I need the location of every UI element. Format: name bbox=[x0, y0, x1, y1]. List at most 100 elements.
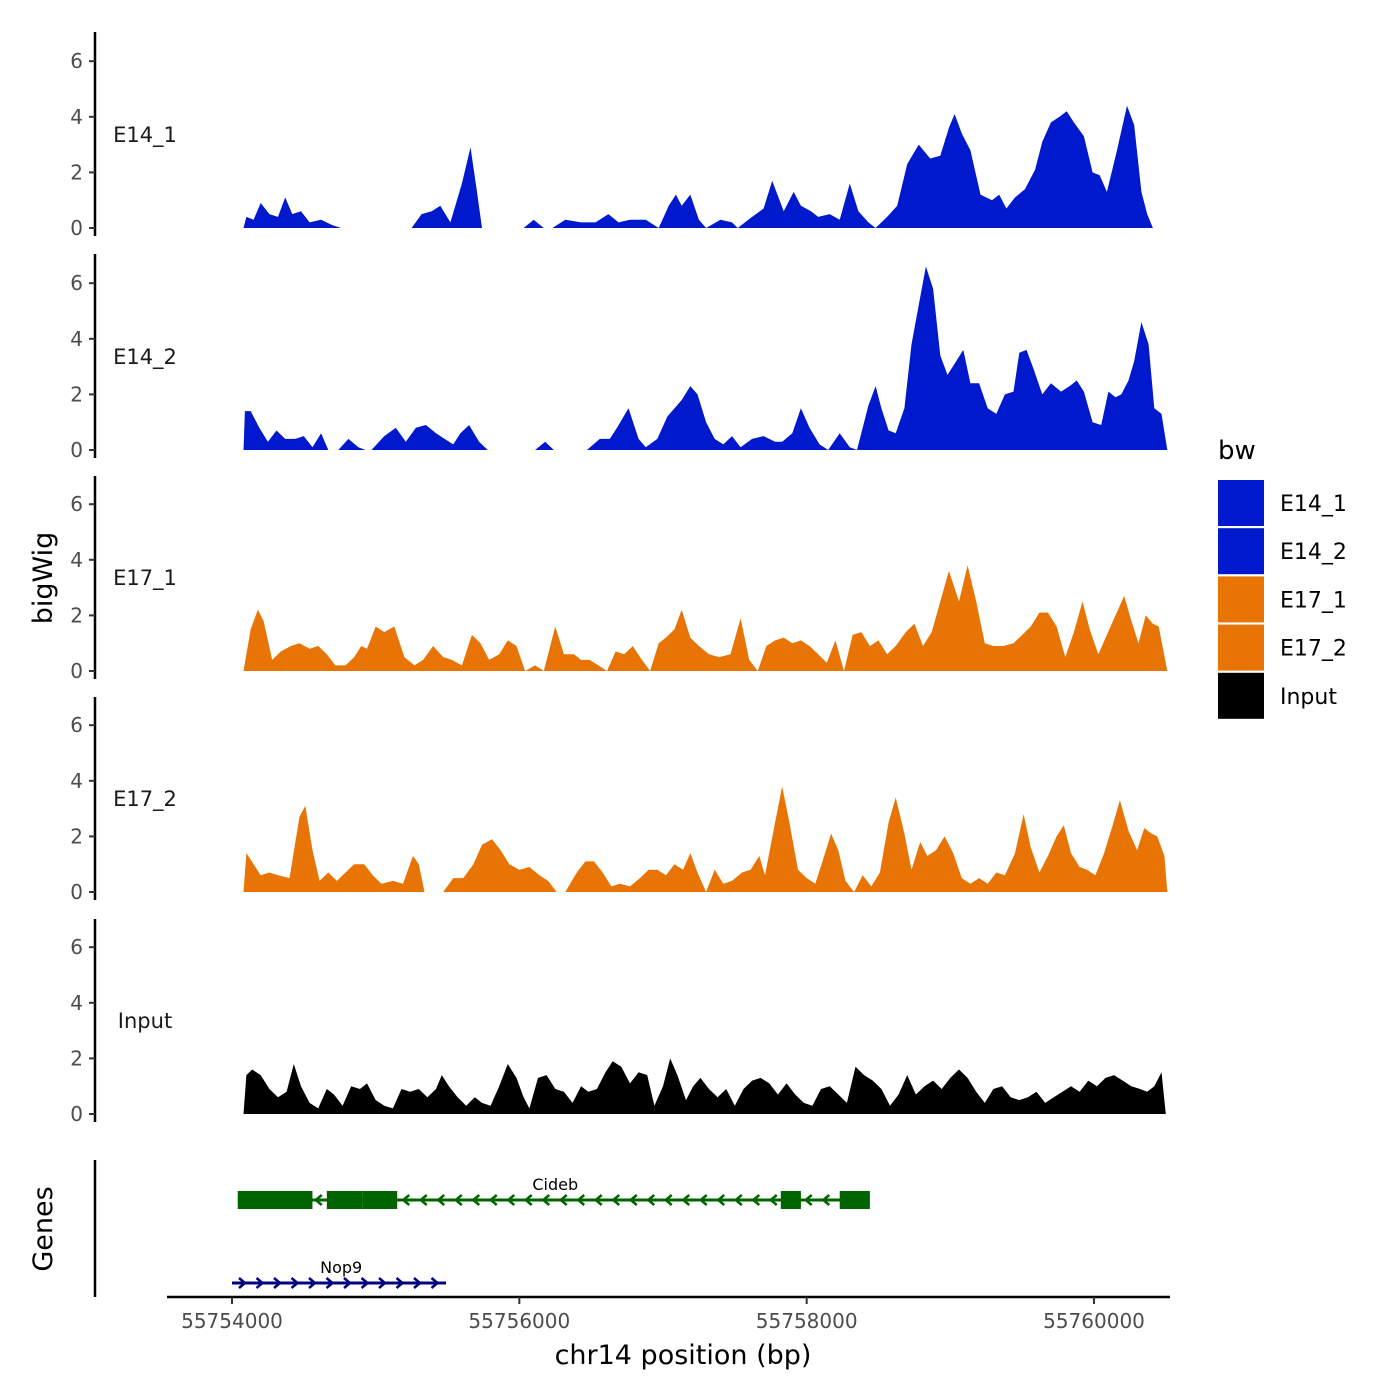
strand-chevron bbox=[238, 1277, 247, 1289]
strand-chevron bbox=[395, 1277, 405, 1289]
strand-chevron bbox=[413, 1277, 422, 1289]
y-tick-label: 6 bbox=[70, 271, 83, 295]
strand-chevron bbox=[313, 1194, 323, 1206]
strand-chevron bbox=[611, 1194, 621, 1206]
track-label: Input bbox=[118, 1009, 172, 1033]
strand-chevron bbox=[308, 1277, 317, 1289]
legend-entry-e17-2: E17_2 bbox=[1218, 624, 1347, 671]
signal-area bbox=[523, 219, 544, 228]
legend-label: E14_2 bbox=[1280, 540, 1347, 565]
track-label: E17_2 bbox=[113, 787, 177, 812]
y-tick-label: 2 bbox=[70, 382, 83, 406]
gene-label: Nop9 bbox=[320, 1258, 362, 1277]
signal-area bbox=[586, 266, 1168, 450]
strand-chevron bbox=[733, 1194, 743, 1206]
track-panel-e17-1: 0 2 4 6 E17_1 bbox=[70, 476, 1168, 683]
track-panel-e17-2: 0 2 4 6 E17_2 bbox=[70, 697, 1168, 904]
strand-chevron bbox=[768, 1194, 778, 1206]
track-label: E14_2 bbox=[113, 345, 177, 370]
signal-area bbox=[243, 805, 425, 892]
x-tick-label: 55756000 bbox=[468, 1309, 570, 1333]
strand-chevron bbox=[576, 1194, 586, 1206]
strand-chevron bbox=[821, 1194, 831, 1206]
strand-chevron bbox=[360, 1277, 370, 1289]
y-tick-label: 4 bbox=[70, 548, 83, 572]
y-tick-label: 4 bbox=[70, 769, 83, 793]
exon bbox=[362, 1191, 398, 1209]
strand-chevron bbox=[273, 1277, 282, 1289]
y-tick-label: 6 bbox=[70, 492, 83, 516]
y-tick-label: 2 bbox=[70, 1046, 83, 1070]
y-tick-label: 4 bbox=[70, 327, 83, 351]
strand-chevron bbox=[751, 1194, 761, 1206]
signal-area bbox=[243, 411, 329, 450]
strand-chevron bbox=[343, 1277, 352, 1289]
legend-entry-e14-1: E14_1 bbox=[1218, 480, 1347, 526]
y-tick-label: 0 bbox=[70, 880, 83, 904]
legend-swatch bbox=[1218, 624, 1264, 671]
legend-label: E17_1 bbox=[1280, 588, 1347, 613]
legend-title: bw bbox=[1218, 436, 1256, 466]
strand-chevron bbox=[325, 1277, 335, 1289]
signal-area bbox=[443, 839, 557, 892]
x-tick-label: 55760000 bbox=[1043, 1309, 1145, 1333]
signal-area bbox=[338, 438, 366, 450]
exon bbox=[326, 1191, 363, 1209]
strand-chevron bbox=[803, 1194, 813, 1206]
exon bbox=[780, 1191, 801, 1209]
y-tick-label: 6 bbox=[70, 935, 83, 959]
legend-swatch bbox=[1218, 672, 1264, 719]
y-tick-label: 0 bbox=[70, 216, 83, 240]
y-tick-label: 6 bbox=[70, 713, 83, 737]
y-tick-label: 6 bbox=[70, 49, 83, 73]
legend-entry-input: Input bbox=[1218, 672, 1337, 719]
gene-nop9: Nop9 bbox=[232, 1258, 447, 1289]
x-tick-label: 55754000 bbox=[181, 1309, 283, 1333]
gene-track-title: Genes bbox=[28, 1186, 59, 1271]
y-tick-label: 4 bbox=[70, 991, 83, 1015]
y-tick-label: 2 bbox=[70, 160, 83, 184]
strand-chevron bbox=[401, 1194, 411, 1206]
legend-swatch bbox=[1218, 480, 1264, 526]
track-panel-e14-1: 0 2 4 6 E14_1 bbox=[70, 32, 1153, 240]
strand-chevron bbox=[255, 1277, 265, 1289]
exon bbox=[237, 1191, 313, 1209]
strand-chevron bbox=[593, 1194, 603, 1206]
signal-area bbox=[243, 197, 342, 228]
x-axis: 55754000 55756000 55758000 55760000 bbox=[167, 1295, 1170, 1333]
strand-chevron bbox=[523, 1194, 533, 1206]
strand-chevron bbox=[290, 1277, 300, 1289]
x-axis-title: chr14 position (bp) bbox=[555, 1340, 812, 1371]
strand-chevron bbox=[506, 1194, 516, 1206]
y-tick-label: 0 bbox=[70, 659, 83, 683]
y-tick-label: 2 bbox=[70, 603, 83, 627]
signal-area bbox=[243, 1058, 1166, 1114]
strand-chevron bbox=[430, 1277, 440, 1289]
strand-chevron bbox=[628, 1194, 638, 1206]
strand-chevron bbox=[488, 1194, 498, 1206]
bigwig-panels: 0 2 4 6 E14_1 0 2 4 6 E14_2 0 2 4 6 E17_1 0 2 4 6 E17_2 0 2 4 6… bbox=[70, 32, 1168, 1126]
legend-entry-e17-1: E17_1 bbox=[1218, 576, 1347, 623]
track-panel-input: 0 2 4 6 Input bbox=[70, 919, 1166, 1126]
signal-area bbox=[535, 441, 554, 450]
strand-chevron bbox=[663, 1194, 673, 1206]
strand-chevron bbox=[541, 1194, 551, 1206]
strand-chevron bbox=[646, 1194, 656, 1206]
strand-chevron bbox=[378, 1277, 387, 1289]
signal-area bbox=[565, 786, 1168, 892]
legend-label: E14_1 bbox=[1280, 492, 1347, 517]
strand-chevron bbox=[681, 1194, 691, 1206]
y-axis-title: bigWig bbox=[28, 532, 59, 625]
track-label: E14_1 bbox=[113, 123, 177, 148]
legend-label: E17_2 bbox=[1280, 637, 1347, 662]
y-tick-label: 0 bbox=[70, 438, 83, 462]
strand-chevron bbox=[698, 1194, 708, 1206]
legend-entry-e14-2: E14_2 bbox=[1218, 528, 1347, 575]
x-tick-label: 55758000 bbox=[756, 1309, 858, 1333]
exon bbox=[839, 1191, 870, 1209]
signal-area bbox=[371, 425, 488, 450]
track-panel-e14-2: 0 2 4 6 E14_2 bbox=[70, 254, 1168, 462]
legend-swatch bbox=[1218, 576, 1264, 623]
legend: bw E14_1 E14_2 E17_1 E17_2 Input bbox=[1218, 436, 1347, 719]
